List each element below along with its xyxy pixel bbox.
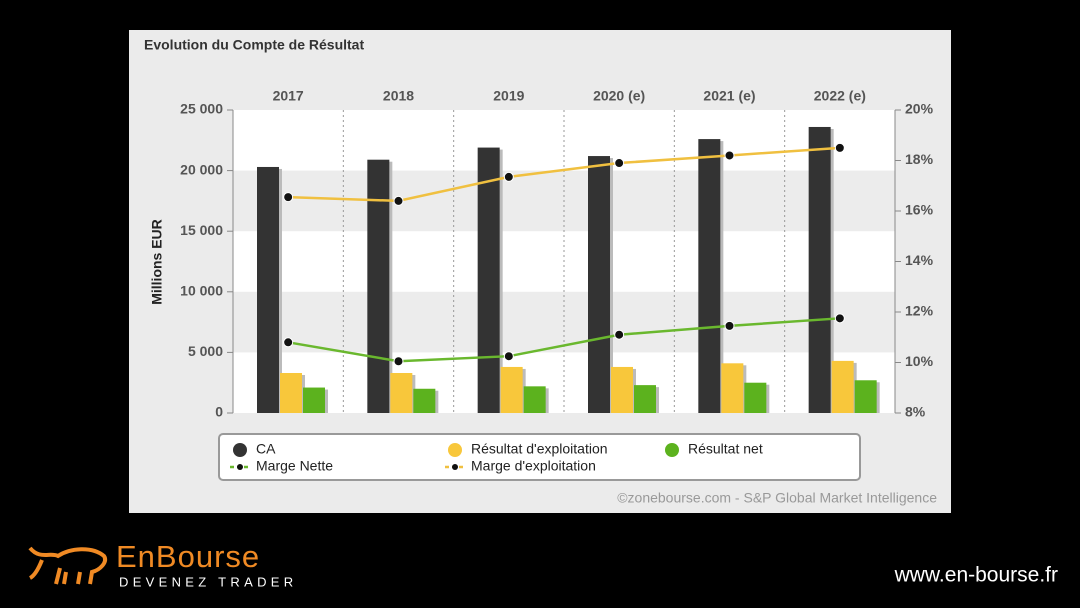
point — [393, 195, 404, 206]
x-tick-label: 2020 (e) — [593, 88, 645, 104]
website-url: www.en-bourse.fr — [894, 564, 1058, 587]
bar — [413, 388, 436, 413]
plot: 0 5 000 10 000 15 000 20 000 25 000 8% 10% 12% 14… — [180, 88, 933, 420]
point — [834, 313, 845, 324]
x-tick-label: 2017 — [273, 88, 304, 104]
x-tick-label: 2021 (e) — [703, 88, 755, 104]
bar — [523, 386, 546, 413]
y2-tick-label: 8% — [905, 404, 926, 420]
y2-tick-label: 14% — [905, 252, 934, 268]
legend-label: CA — [256, 441, 276, 457]
legend-label: Résultat net — [688, 441, 763, 457]
legend — [218, 433, 861, 481]
point — [614, 329, 625, 340]
x-tick-label: 2022 (e) — [814, 88, 866, 104]
point — [614, 158, 625, 169]
legend-items: CA Résultat d'exploitation Résultat net Mar… — [230, 441, 763, 474]
bar — [477, 147, 500, 413]
y-tick-label: 15 000 — [180, 222, 223, 238]
bar — [721, 363, 744, 413]
legend-label: Résultat d'exploitation — [471, 441, 608, 457]
legend-label: Marge d'exploitation — [471, 458, 596, 474]
line — [288, 146, 840, 203]
y-tick-label: 25 000 — [180, 101, 223, 117]
legend-swatch-dot — [237, 464, 243, 470]
point — [834, 142, 845, 153]
legend-swatch — [665, 443, 679, 457]
x-tick-label: 2019 — [493, 88, 524, 104]
y-tick-label: 0 — [215, 404, 223, 420]
x-tick-label: 2018 — [383, 88, 414, 104]
line — [287, 317, 840, 363]
y-axis-label: Millions EUR — [149, 219, 165, 305]
logo-icon — [28, 546, 107, 585]
bar — [257, 166, 279, 413]
point — [393, 356, 404, 367]
y-tick-label: 20 000 — [180, 161, 223, 177]
bar — [744, 382, 767, 413]
source: ©zonebourse.com - S&P Global Market Inte… — [617, 490, 937, 506]
chart-title: Evolution du Compte de Résultat — [144, 37, 364, 53]
bar — [303, 387, 325, 413]
y2-tick-label: 18% — [905, 151, 934, 167]
bar — [367, 159, 390, 413]
bar — [634, 385, 656, 413]
y-tick-label: 5 000 — [188, 343, 223, 359]
bar — [854, 380, 877, 413]
legend-swatch — [233, 443, 247, 457]
point — [503, 351, 514, 362]
bar — [390, 373, 413, 413]
legend-swatch — [448, 443, 462, 457]
bar — [611, 366, 633, 413]
y2-tick-label: 10% — [905, 353, 934, 369]
point — [283, 192, 294, 203]
y2-tick-label: 20% — [905, 101, 934, 117]
point — [503, 171, 514, 182]
legend-label: Marge Nette — [256, 458, 333, 474]
y2-tick-label: 12% — [905, 303, 934, 319]
bar — [831, 360, 854, 413]
point — [724, 150, 735, 161]
y-tick-label: 10 000 — [180, 283, 223, 299]
bar — [500, 366, 523, 413]
tagline: DEVENEZ TRADER — [119, 574, 297, 589]
y2-tick-label: 16% — [905, 202, 934, 218]
legend-swatch-dot — [452, 464, 458, 470]
bar — [588, 156, 610, 413]
logo-text: EnBourse — [116, 539, 260, 574]
point — [724, 320, 735, 331]
bar — [808, 126, 831, 413]
bar — [280, 373, 302, 413]
point — [283, 337, 294, 348]
bar — [698, 139, 721, 413]
